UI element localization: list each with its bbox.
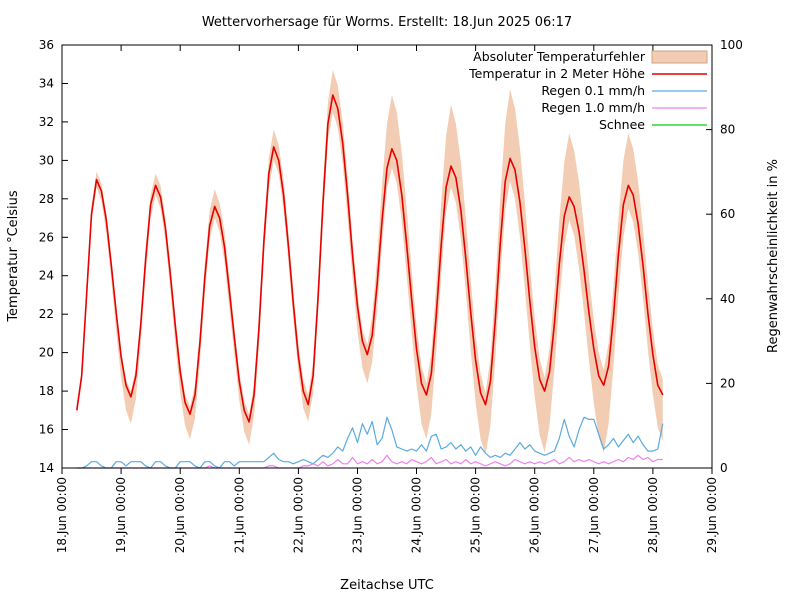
- x-tick-label: 29.Jun 00:00: [705, 477, 719, 553]
- x-tick-label: 26.Jun 00:00: [528, 477, 542, 553]
- y-left-tick-label: 24: [39, 269, 54, 283]
- y-left-tick-label: 20: [39, 346, 54, 360]
- legend-label: Absoluter Temperaturfehler: [473, 49, 646, 64]
- y-left-tick-label: 36: [39, 38, 54, 52]
- y-left-tick-label: 22: [39, 307, 54, 321]
- x-tick-label: 25.Jun 00:00: [469, 477, 483, 553]
- y-axis-label-right: Regenwahrscheinlichkeit in %: [766, 159, 781, 353]
- x-tick-label: 27.Jun 00:00: [587, 477, 601, 553]
- x-tick-label: 21.Jun 00:00: [232, 477, 246, 553]
- x-tick-label: 23.Jun 00:00: [351, 477, 365, 553]
- temperature-error-band: [76, 70, 663, 455]
- error-band-layer: [76, 70, 663, 455]
- chart-title: Wettervorhersage für Worms. Erstellt: 18…: [202, 15, 572, 30]
- x-axis-label: Zeitachse UTC: [340, 578, 434, 593]
- legend-label: Schnee: [599, 117, 645, 132]
- y-left-tick-label: 30: [39, 153, 54, 167]
- y-axis-label-left: Temperatur °Celsius: [6, 190, 21, 323]
- x-tick-label: 22.Jun 00:00: [291, 477, 305, 553]
- y-left-tick-label: 28: [39, 192, 54, 206]
- legend-label: Regen 1.0 mm/h: [541, 100, 645, 115]
- y-right-tick-label: 0: [720, 461, 728, 475]
- y-right-tick-label: 80: [720, 123, 735, 137]
- x-tick-label: 20.Jun 00:00: [173, 477, 187, 553]
- y-left-tick-label: 16: [39, 423, 54, 437]
- x-tick-label: 28.Jun 00:00: [646, 477, 660, 553]
- y-left-tick-label: 32: [39, 115, 54, 129]
- legend-swatch-error-band: [651, 50, 708, 64]
- legend-label: Regen 0.1 mm/h: [541, 83, 645, 98]
- x-tick-label: 18.Jun 00:00: [55, 477, 69, 553]
- temperature-2m-line: [76, 94, 664, 423]
- legend-label: Temperatur in 2 Meter Höhe: [468, 66, 645, 81]
- y-left-tick-label: 26: [39, 230, 54, 244]
- x-tick-label: 19.Jun 00:00: [114, 477, 128, 553]
- y-right-tick-label: 100: [720, 38, 743, 52]
- y-right-tick-label: 60: [720, 207, 735, 221]
- y-right-tick-label: 20: [720, 376, 735, 390]
- ticks-layer: 18.Jun 00:00 19.Jun 00:00 20.Jun 00:00 21.J…: [39, 38, 743, 553]
- plot-border: [61, 44, 713, 469]
- y-left-tick-label: 34: [39, 77, 54, 91]
- x-tick-label: 24.Jun 00:00: [410, 477, 424, 553]
- y-left-tick-label: 14: [39, 461, 54, 475]
- legend: Absoluter Temperaturfehler Temperatur in …: [468, 49, 708, 132]
- y-right-tick-label: 40: [720, 292, 735, 306]
- y-left-tick-label: 18: [39, 384, 54, 398]
